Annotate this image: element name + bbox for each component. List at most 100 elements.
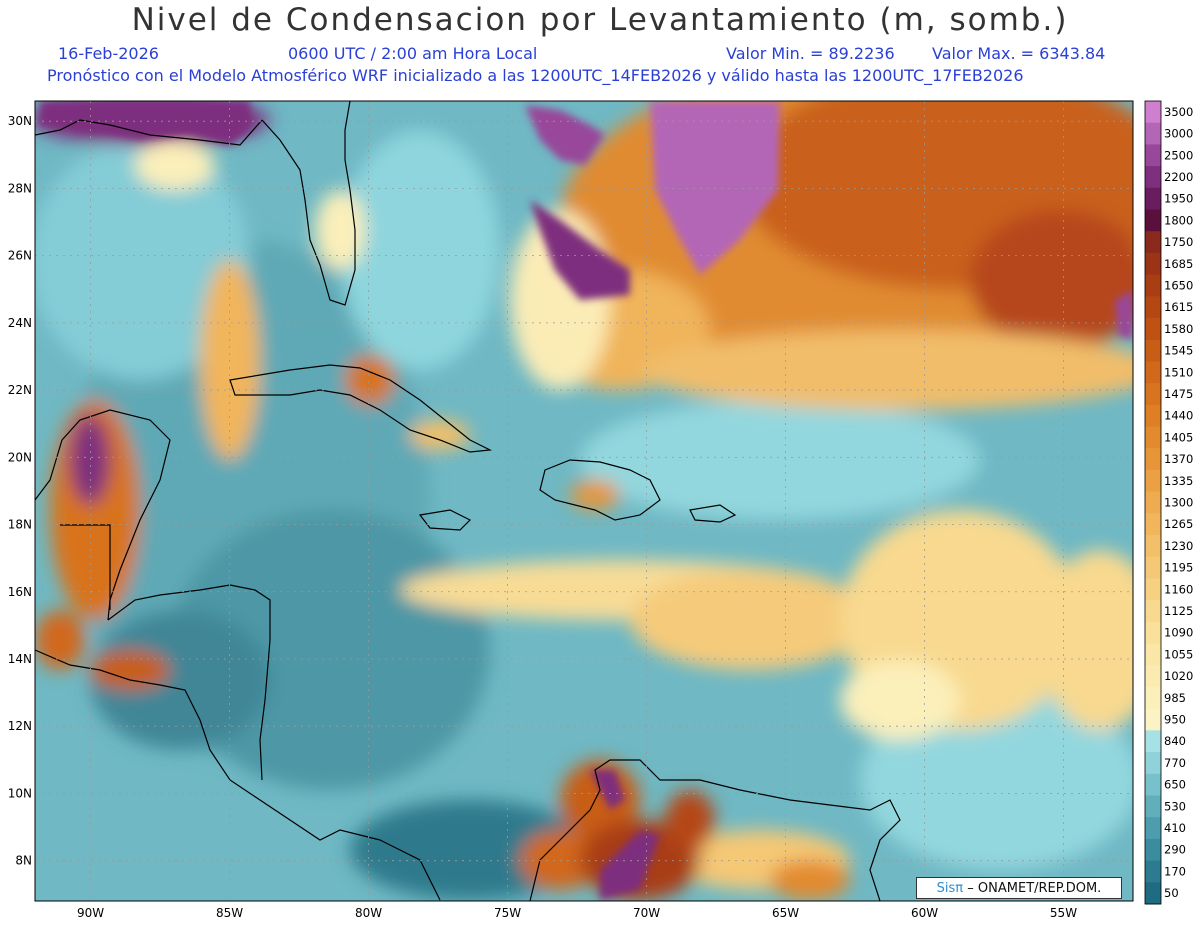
colorbar-label: 290 [1164,843,1186,857]
colorbar-swatch [1145,752,1161,775]
colorbar-swatch [1145,252,1161,276]
colorbar-swatch [1145,166,1161,189]
graticule [35,101,1133,901]
colorbar-swatch [1145,773,1161,796]
lon-tick-label: 65W [772,906,799,920]
colorbar-swatch [1145,730,1161,753]
colorbar-frame [1144,100,1162,905]
colorbar-swatch [1145,535,1161,558]
colorbar-swatch [1145,231,1161,254]
colorbar-swatch [1145,621,1161,645]
colorbar-swatch [1145,817,1161,840]
colorbar-label: 650 [1164,778,1186,792]
colorbar-label: 2500 [1164,148,1193,162]
lat-tick-label: 14N [8,652,32,666]
colorbar-label: 770 [1164,756,1186,770]
lat-tick-label: 8N [15,854,32,868]
colorbar-label: 1650 [1164,278,1193,292]
lon-tick-label: 70W [633,906,660,920]
colorbar-swatch [1145,101,1161,124]
colorbar-label: 1440 [1164,409,1193,423]
lon-tick-label: 75W [494,906,521,920]
colorbar-swatch [1145,469,1161,493]
colorbar-label: 1370 [1164,452,1193,466]
colorbar-swatch [1145,339,1161,362]
lon-tick-label: 85W [216,906,243,920]
colorbar-swatch [1145,122,1161,145]
forecast-info: Pronóstico con el Modelo Atmosférico WRF… [47,66,1024,85]
credit-box: Sisπ – ONAMET/REP.DOM. [916,877,1122,899]
colorbar-label: 410 [1164,821,1186,835]
lat-tick-label: 18N [8,518,32,532]
lon-tick-label: 55W [1050,906,1077,920]
lat-tick-label: 30N [8,114,32,128]
colorbar-label: 1230 [1164,539,1193,553]
colorbar-swatch [1145,209,1161,232]
colorbar-swatch [1145,274,1161,297]
map-title: Nivel de Condensacion por Levantamiento … [131,2,1069,38]
colorbar-swatch [1145,708,1161,731]
colorbar-swatch [1145,686,1161,710]
colorbar-label: 1055 [1164,647,1193,661]
colorbar-label: 950 [1164,713,1186,727]
colorbar-label: 2200 [1164,170,1193,184]
lat-tick-label: 10N [8,786,32,800]
colorbar-label: 3500 [1164,105,1193,119]
colorbar-swatch [1145,296,1161,319]
sispi-logo: Sisπ [936,881,964,896]
colorbar-swatch [1145,144,1161,167]
colorbar-swatch [1145,665,1161,688]
colorbar-label: 985 [1164,691,1186,705]
colorbar-swatch [1145,491,1161,514]
colorbar-label: 1800 [1164,213,1193,227]
colorbar: 3500 3000 2500 2200 1950 1800 1750 1685 1650 1615… [1144,100,1193,905]
colorbar-label: 1510 [1164,365,1193,379]
colorbar-swatch [1145,404,1161,428]
colorbar-label: 1160 [1164,582,1193,596]
colorbar-label: 1750 [1164,235,1193,249]
colorbar-label: 1265 [1164,517,1193,531]
coastlines [35,101,901,901]
map-frame [34,100,1134,902]
colorbar-swatch [1145,361,1161,384]
colorbar-swatch [1145,513,1161,536]
colorbar-swatch [1145,795,1161,818]
shaded-field [35,101,1133,901]
colorbar-swatch [1145,448,1161,471]
colorbar-label: 1545 [1164,344,1193,358]
lat-tick-label: 16N [8,585,32,599]
colorbar-swatch [1145,882,1161,905]
lon-axis: 90W 85W 80W 75W 70W 65W 60W 55W [77,906,1077,920]
colorbar-swatch [1145,578,1161,601]
max-value-label: Valor Max. = 6343.84 [932,44,1106,63]
colorbar-label: 1580 [1164,322,1193,336]
colorbar-label: 50 [1164,886,1179,900]
lat-tick-label: 22N [8,383,32,397]
lat-axis: 30N 28N 26N 24N 22N 20N 18N 16N 14N 12N 10N 8N [8,114,32,867]
min-value-label: Valor Min. = 89.2236 [726,44,895,63]
colorbar-swatch [1145,383,1161,406]
date-label: 16-Feb-2026 [58,44,159,63]
lat-tick-label: 24N [8,316,32,330]
colorbar-swatch [1145,600,1161,623]
colorbar-label: 1195 [1164,561,1193,575]
colorbar-label: 1090 [1164,626,1193,640]
colorbar-label: 170 [1164,864,1186,878]
colorbar-label: 1405 [1164,430,1193,444]
lon-tick-label: 90W [77,906,104,920]
colorbar-swatch [1145,426,1161,449]
colorbar-swatch [1145,860,1161,883]
colorbar-label: 1685 [1164,257,1193,271]
colorbar-label: 1020 [1164,669,1193,683]
credit-text: – ONAMET/REP.DOM. [967,881,1102,896]
colorbar-label: 1475 [1164,387,1193,401]
colorbar-label: 1300 [1164,496,1193,510]
colorbar-swatch [1145,838,1161,862]
colorbar-label: 530 [1164,799,1186,813]
colorbar-label: 840 [1164,734,1186,748]
colorbar-label: 3000 [1164,127,1193,141]
colorbar-label: 1950 [1164,192,1193,206]
time-label: 0600 UTC / 2:00 am Hora Local [288,44,538,63]
lon-tick-label: 60W [911,906,938,920]
